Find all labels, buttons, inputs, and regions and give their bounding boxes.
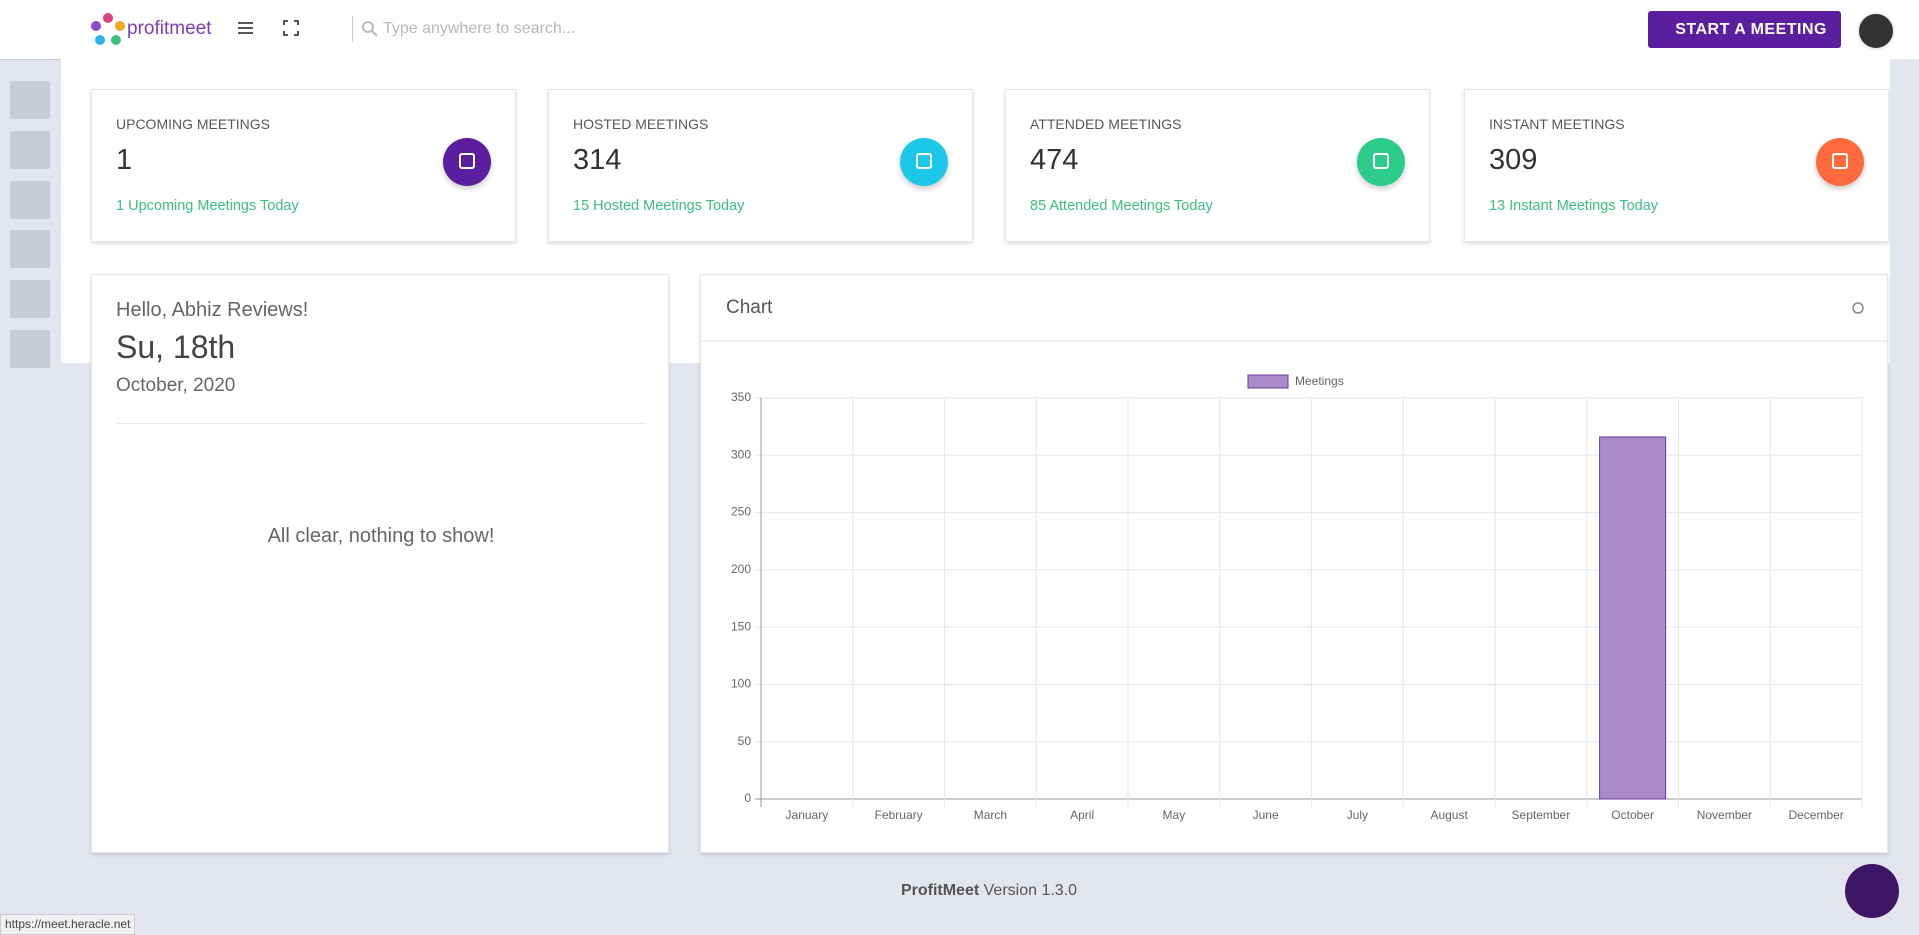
nav-meetings[interactable] bbox=[10, 131, 50, 169]
sidebar-divider bbox=[0, 59, 60, 60]
y-tick-label: 250 bbox=[731, 505, 751, 519]
x-tick-label: September bbox=[1512, 808, 1571, 822]
y-tick-label: 150 bbox=[731, 619, 751, 633]
search-input[interactable]: Type anywhere to search... bbox=[383, 20, 576, 37]
stat-title: ATTENDED MEETINGS bbox=[1030, 116, 1182, 132]
nav-home[interactable] bbox=[10, 81, 50, 119]
stat-note: 1 Upcoming Meetings Today bbox=[116, 198, 299, 214]
y-tick-label: 200 bbox=[731, 562, 751, 576]
x-tick-label: January bbox=[786, 808, 829, 822]
logo-icon bbox=[91, 13, 125, 45]
legend-label: Meetings bbox=[1295, 374, 1344, 388]
stat-value: 1 bbox=[116, 144, 133, 176]
chat-button[interactable] bbox=[1845, 864, 1899, 918]
chart: Chart 0 50 100 150 200 250 300 350 January Februa… bbox=[701, 297, 1887, 822]
stat-icon bbox=[1816, 138, 1864, 186]
logo-text: profitmeet bbox=[127, 18, 212, 39]
stat-icon bbox=[1357, 138, 1405, 186]
search-icon bbox=[362, 21, 378, 37]
stat-value: 309 bbox=[1489, 144, 1538, 176]
stat-note: 13 Instant Meetings Today bbox=[1489, 198, 1659, 214]
greeting-hello: Hello, Abhiz Reviews! bbox=[116, 299, 309, 321]
stat-card: HOSTED MEETINGS 314 15 Hosted Meetings Tod… bbox=[548, 89, 973, 242]
stat-icon bbox=[900, 138, 948, 186]
status-url: https://meet.heracle.net bbox=[0, 914, 136, 935]
stat-title: HOSTED MEETINGS bbox=[573, 116, 709, 132]
stat-title: UPCOMING MEETINGS bbox=[116, 116, 271, 132]
greeting-card: Hello, Abhiz Reviews! Su, 18th October, … bbox=[91, 274, 669, 853]
avatar[interactable] bbox=[1857, 12, 1895, 50]
stat-title: INSTANT MEETINGS bbox=[1489, 116, 1625, 132]
stat-note: 85 Attended Meetings Today bbox=[1030, 198, 1213, 214]
x-tick-label: May bbox=[1163, 808, 1186, 822]
x-tick-label: February bbox=[875, 808, 923, 822]
x-tick-label: November bbox=[1697, 808, 1752, 822]
divider bbox=[116, 423, 646, 424]
chart-title: Chart bbox=[726, 297, 773, 318]
stat-icon bbox=[443, 138, 491, 186]
nav-users[interactable] bbox=[10, 330, 50, 368]
x-tick-label: October bbox=[1611, 808, 1654, 822]
nav-calendar[interactable] bbox=[10, 181, 50, 219]
greeting-day: Su, 18th bbox=[116, 329, 236, 365]
refresh-icon[interactable] bbox=[1852, 302, 1864, 314]
stat-card: ATTENDED MEETINGS 474 85 Attended Meetings… bbox=[1005, 89, 1430, 242]
fullscreen-toggle[interactable] bbox=[283, 20, 299, 36]
footer: ProfitMeet Version 1.3.0 bbox=[0, 882, 1919, 900]
stat-card: UPCOMING MEETINGS 1 1 Upcoming Meetings To… bbox=[91, 89, 516, 242]
empty-message: All clear, nothing to show! bbox=[267, 525, 495, 547]
stat-value: 474 bbox=[1030, 144, 1079, 176]
x-tick-label: July bbox=[1347, 808, 1368, 822]
stat-value: 314 bbox=[573, 144, 622, 176]
start-meeting-button[interactable]: START A MEETING bbox=[1648, 11, 1841, 48]
greeting-month: October, 2020 bbox=[116, 375, 236, 396]
y-tick-label: 50 bbox=[738, 734, 752, 748]
top-bar: profitmeet Type anywhere to search... ST… bbox=[0, 0, 1919, 59]
bar bbox=[1599, 436, 1667, 800]
nav-contacts[interactable] bbox=[10, 280, 50, 318]
chart-card: Chart 0 50 100 150 200 250 300 350 January Februa… bbox=[700, 274, 1888, 853]
footer-brand: ProfitMeet bbox=[900, 882, 980, 899]
x-tick-label: March bbox=[974, 808, 1007, 822]
y-tick-label: 350 bbox=[731, 390, 751, 404]
y-tick-label: 100 bbox=[731, 677, 751, 691]
nav-layers[interactable] bbox=[10, 230, 50, 268]
x-tick-label: April bbox=[1070, 808, 1094, 822]
x-tick-label: August bbox=[1430, 808, 1468, 822]
stat-card: INSTANT MEETINGS 309 13 Instant Meetings T… bbox=[1464, 89, 1889, 242]
y-tick-label: 300 bbox=[731, 447, 751, 461]
legend-swatch bbox=[1247, 374, 1289, 389]
menu-toggle[interactable] bbox=[238, 20, 254, 36]
divider bbox=[352, 16, 353, 42]
stat-note: 15 Hosted Meetings Today bbox=[573, 198, 745, 214]
x-tick-label: June bbox=[1253, 808, 1279, 822]
x-tick-label: December bbox=[1788, 808, 1843, 822]
y-tick-label: 0 bbox=[744, 791, 751, 805]
footer-version: Version 1.3.0 bbox=[983, 882, 1078, 899]
